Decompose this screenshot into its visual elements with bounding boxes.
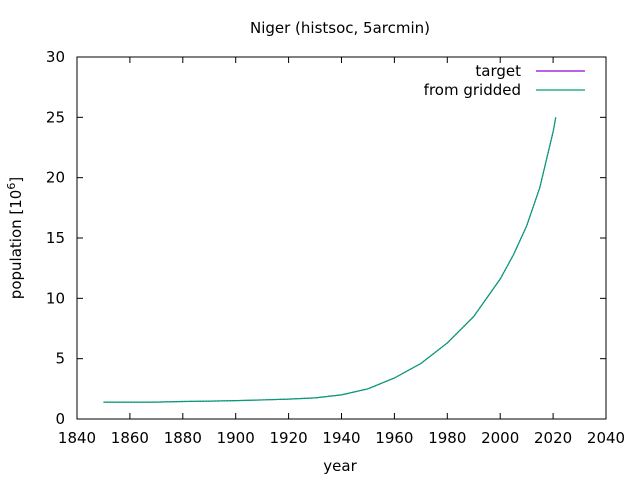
legend-label-from-gridded: from gridded [424, 81, 521, 99]
plot-frame [76, 56, 607, 420]
y-tick-label: 15 [46, 229, 65, 247]
x-tick-label: 1880 [164, 429, 202, 447]
x-tick-label: 1920 [270, 429, 308, 447]
series-line-from-gridded [103, 117, 557, 403]
y-axis-label-exponent: 6 [5, 183, 18, 190]
y-tick-label: 0 [55, 410, 65, 428]
x-tick-label: 2040 [587, 429, 625, 447]
y-tick-label: 30 [46, 48, 65, 66]
x-tick-label: 1900 [217, 429, 255, 447]
y-tick-label: 25 [46, 108, 65, 126]
x-tick-label: 2000 [481, 429, 519, 447]
x-tick-label: 1980 [428, 429, 466, 447]
series-line-target [103, 117, 557, 403]
legend-label-target: target [475, 62, 521, 80]
y-axis-label-close: ] [7, 177, 25, 183]
y-tick-label: 10 [46, 289, 65, 307]
y-axis: 0 5 10 15 20 25 30 [46, 48, 606, 428]
x-tick-label: 2020 [534, 429, 572, 447]
x-tick-label: 1860 [111, 429, 149, 447]
x-tick-label: 1840 [58, 429, 96, 447]
y-axis-label-main: population [10 [7, 190, 25, 300]
x-tick-label: 1960 [375, 429, 413, 447]
y-tick-label: 20 [46, 169, 65, 187]
x-axis-label: year [323, 457, 357, 475]
chart-title: Niger (histsoc, 5arcmin) [250, 19, 430, 37]
y-axis-label: population [106] [5, 177, 25, 299]
x-tick-label: 1940 [322, 429, 360, 447]
y-tick-label: 5 [55, 350, 65, 368]
legend: target from gridded [424, 62, 585, 99]
x-axis: 1840 1860 1880 1900 1920 1940 1960 1980 2000 2020… [58, 57, 625, 447]
series-lines [103, 117, 557, 403]
